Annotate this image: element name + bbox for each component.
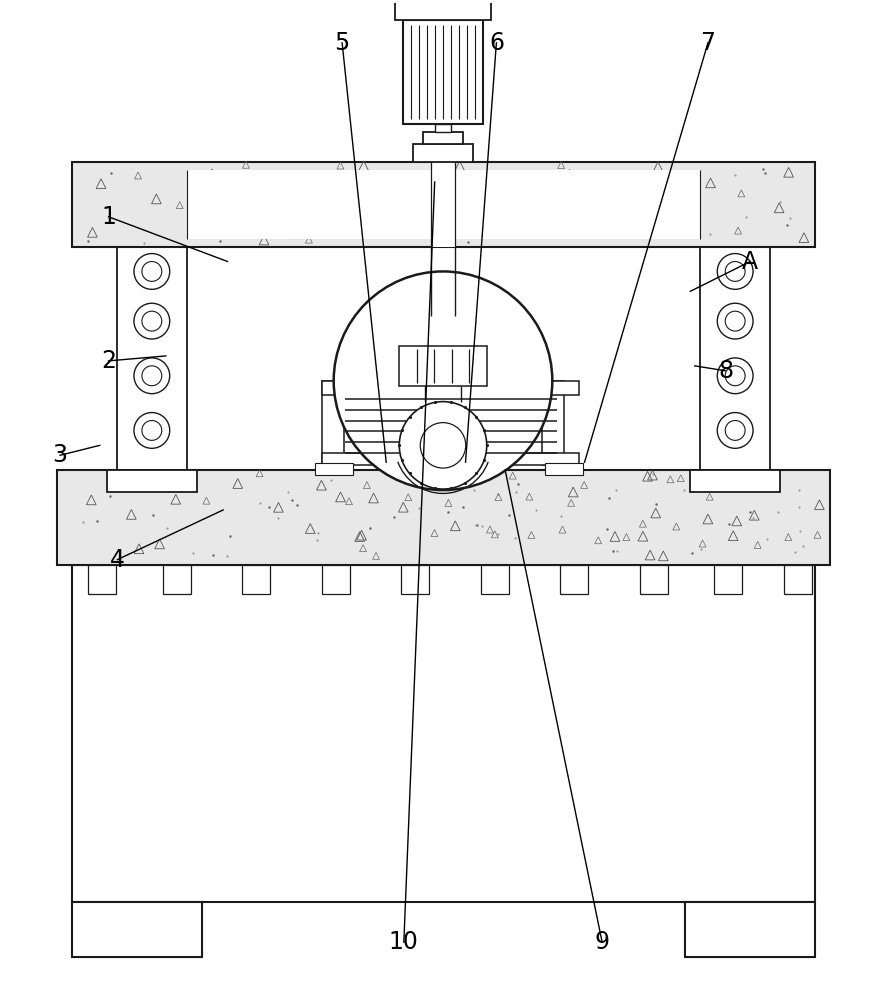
Circle shape <box>142 311 161 331</box>
Circle shape <box>717 254 752 289</box>
Bar <box>545 463 582 475</box>
Circle shape <box>717 358 752 394</box>
Text: 4: 4 <box>110 548 125 572</box>
Bar <box>689 225 779 247</box>
Text: A: A <box>742 250 758 274</box>
Circle shape <box>717 303 752 339</box>
Bar <box>434 124 450 132</box>
Bar <box>541 381 563 465</box>
Text: 6: 6 <box>488 31 503 55</box>
Circle shape <box>420 423 465 468</box>
Text: 9: 9 <box>594 930 609 954</box>
Circle shape <box>134 358 169 394</box>
Bar <box>242 565 270 594</box>
Circle shape <box>134 254 169 289</box>
Bar <box>689 470 779 492</box>
Circle shape <box>142 366 161 386</box>
Text: 1: 1 <box>101 205 116 229</box>
Bar <box>163 565 190 594</box>
Circle shape <box>333 271 552 490</box>
Bar <box>480 565 508 594</box>
Text: 8: 8 <box>717 359 733 383</box>
Bar <box>186 170 700 239</box>
Circle shape <box>717 413 752 448</box>
Bar <box>107 225 197 247</box>
Circle shape <box>725 262 744 281</box>
Circle shape <box>134 413 169 448</box>
Bar <box>399 346 486 386</box>
Text: 7: 7 <box>700 31 715 55</box>
Bar <box>88 565 116 594</box>
Bar <box>713 565 742 594</box>
Bar <box>315 463 352 475</box>
Circle shape <box>142 421 161 440</box>
Bar <box>685 902 813 957</box>
Bar <box>322 381 579 395</box>
Text: 3: 3 <box>52 443 67 467</box>
Circle shape <box>134 303 169 339</box>
Circle shape <box>725 366 744 386</box>
Bar <box>73 902 201 957</box>
Bar <box>431 162 455 247</box>
Bar <box>73 162 813 247</box>
Bar <box>395 2 490 20</box>
Text: 10: 10 <box>388 930 418 954</box>
Bar <box>700 247 769 470</box>
Bar <box>107 470 197 492</box>
Bar <box>73 565 813 902</box>
Bar <box>58 470 828 565</box>
Bar <box>322 453 579 465</box>
Bar <box>403 20 482 124</box>
Circle shape <box>399 402 486 489</box>
Bar <box>783 565 811 594</box>
Circle shape <box>725 311 744 331</box>
Bar <box>117 247 186 470</box>
Circle shape <box>142 262 161 281</box>
Bar <box>322 565 349 594</box>
Bar <box>413 144 472 162</box>
Bar <box>423 132 462 144</box>
Bar <box>322 381 343 465</box>
Bar <box>639 565 667 594</box>
Bar <box>400 565 429 594</box>
Text: 5: 5 <box>334 31 349 55</box>
Bar <box>560 565 587 594</box>
Text: 2: 2 <box>101 349 116 373</box>
Circle shape <box>725 421 744 440</box>
